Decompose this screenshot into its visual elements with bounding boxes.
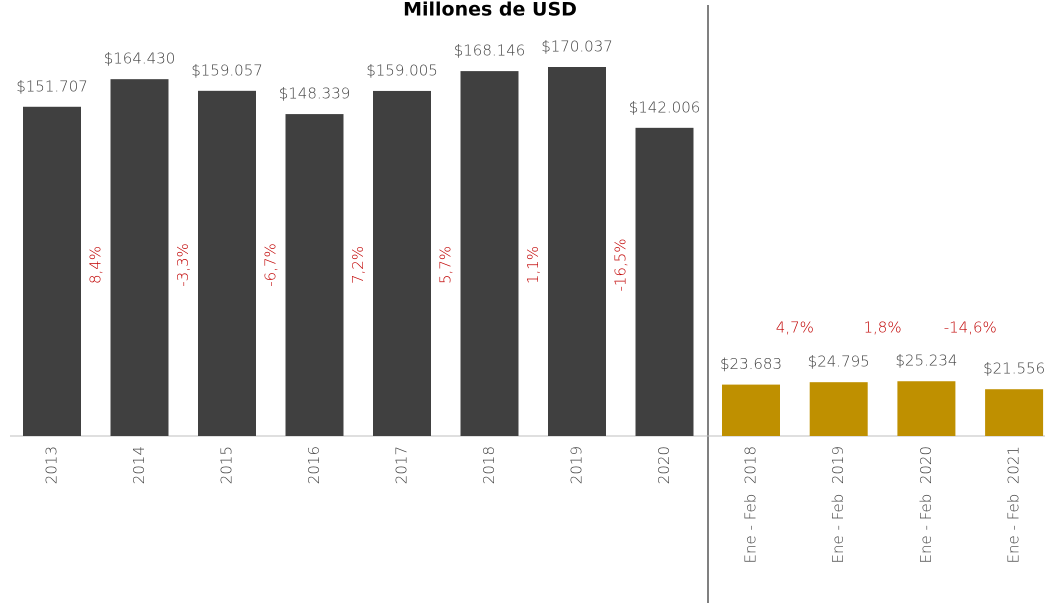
x-tick-label: 2020 [655, 446, 673, 484]
change-label: -6,7% [261, 243, 279, 287]
change-label: 5,7% [436, 246, 454, 284]
x-tick-label: Ene - Feb 2021 [1005, 446, 1023, 563]
chart-title: Millones de USD [403, 0, 577, 21]
x-tick-label: Ene - Feb 2018 [742, 446, 760, 563]
x-tick-label: 2015 [218, 446, 236, 484]
x-tick-label: 2013 [43, 446, 61, 484]
change-label: -16,5% [611, 238, 629, 291]
x-tick-label: Ene - Feb 2020 [917, 446, 935, 563]
bar [110, 79, 169, 436]
value-label: $24.795 [808, 353, 870, 371]
bar [809, 382, 868, 436]
x-tick-label: 2017 [393, 446, 411, 484]
value-label: $21.556 [983, 360, 1045, 378]
bar [722, 384, 780, 436]
x-tick-label: 2014 [130, 446, 148, 484]
value-label: $164.430 [104, 50, 176, 68]
value-label: $168.146 [454, 42, 526, 60]
change-label: 1,1% [524, 246, 542, 284]
bar [23, 106, 81, 436]
value-label: $159.005 [366, 61, 438, 79]
bar [285, 114, 344, 437]
value-label: $159.057 [191, 61, 263, 79]
change-label: -3,3% [174, 243, 192, 287]
bar [985, 389, 1044, 436]
bar [198, 90, 256, 436]
change-label: 8,4% [86, 246, 104, 284]
change-label: 7,2% [349, 246, 367, 284]
value-label: $23.683 [720, 355, 782, 373]
bar [635, 127, 694, 437]
x-tick-label: 2018 [480, 446, 498, 484]
bar [373, 90, 431, 436]
value-label: $142.006 [629, 98, 701, 116]
x-tick-label: 2019 [568, 446, 586, 484]
value-label: $148.339 [279, 85, 351, 103]
value-label: $170.037 [541, 38, 613, 56]
change-label: 4,7% [776, 319, 814, 337]
value-label: $151.707 [16, 77, 88, 95]
x-tick-label: 2016 [305, 446, 323, 484]
bar [897, 381, 956, 436]
bar [460, 71, 519, 436]
bar [548, 67, 606, 436]
change-label: -14,6% [944, 319, 997, 337]
x-tick-label: Ene - Feb 2019 [829, 446, 847, 563]
change-label: 1,8% [863, 319, 901, 337]
value-label: $25.234 [895, 352, 957, 370]
